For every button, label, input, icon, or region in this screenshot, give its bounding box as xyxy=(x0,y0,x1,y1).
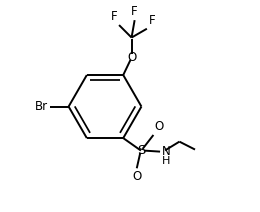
Text: O: O xyxy=(127,51,136,64)
Text: F: F xyxy=(131,5,138,18)
Text: Br: Br xyxy=(35,100,48,113)
Text: O: O xyxy=(154,120,164,133)
Text: F: F xyxy=(111,10,117,23)
Text: O: O xyxy=(132,170,141,183)
Text: S: S xyxy=(137,144,145,157)
Text: H: H xyxy=(162,156,170,166)
Text: F: F xyxy=(148,14,155,27)
Text: N: N xyxy=(162,145,171,158)
